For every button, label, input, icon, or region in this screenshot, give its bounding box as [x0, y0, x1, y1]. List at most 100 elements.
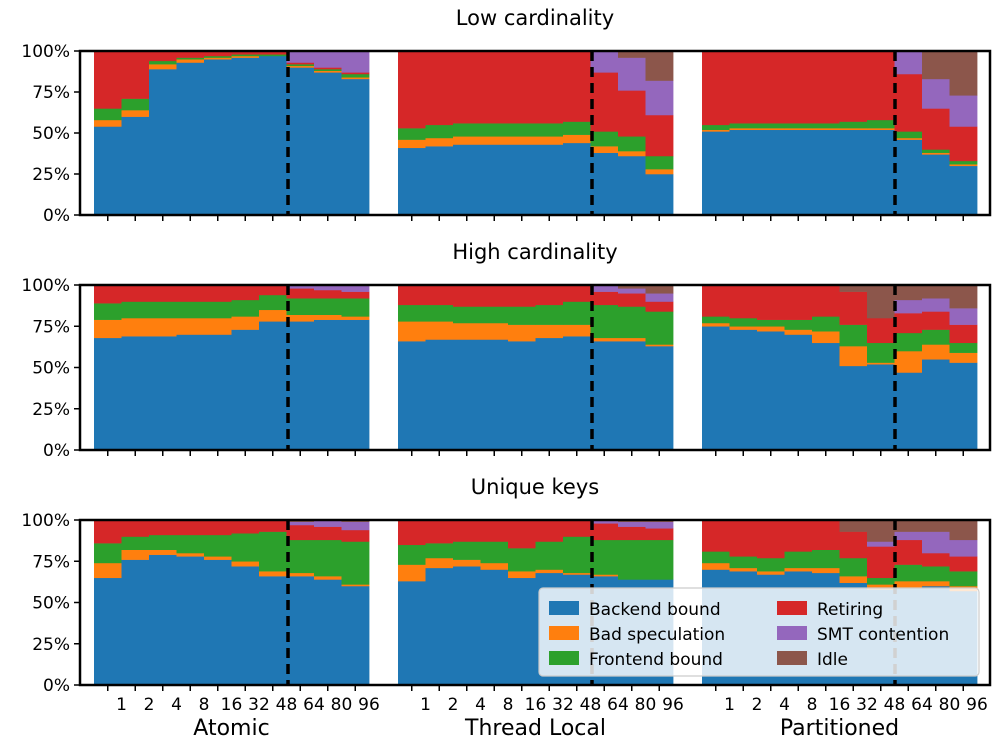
y-tick-label: 100% [21, 42, 70, 62]
x-tick-label: 48 [580, 695, 602, 715]
bar-segment-frontend-bound-32 [535, 541, 564, 570]
group-label-partitioned: Partitioned [780, 716, 899, 741]
bar-segment-retiring-80 [314, 67, 342, 70]
bar-segment-retiring-8 [480, 520, 509, 542]
bar-segment-bad-speculation-64 [286, 572, 315, 577]
bar-segment-backend-bound-2 [121, 559, 150, 686]
bar-segment-bad-speculation-80 [314, 314, 342, 320]
bar-segment-frontend-bound-48 [259, 531, 287, 572]
bar-segment-bad-speculation-2 [121, 549, 150, 560]
x-tick-label: 1 [420, 695, 431, 715]
bar-segment-bad-speculation-32 [535, 136, 564, 145]
bar-segment-frontend-bound-8 [784, 551, 813, 569]
bar-segment-frontend-bound-32 [231, 533, 260, 562]
bar-segment-retiring-2 [729, 520, 758, 557]
bar-segment-backend-bound-96 [949, 165, 978, 216]
bar-segment-retiring-80 [618, 526, 646, 541]
bar-segment-bad-speculation-4 [149, 64, 177, 70]
bar-segment-bad-speculation-16 [204, 57, 232, 60]
bar-segment-retiring-96 [949, 556, 978, 572]
bar-segment-backend-bound-1 [702, 326, 730, 451]
bar-segment-backend-bound-1 [398, 581, 426, 686]
y-tick-label: 25% [32, 165, 70, 185]
bar-segment-idle-64 [894, 520, 923, 532]
bar-segment-frontend-bound-16 [204, 55, 232, 58]
bar-segment-retiring-1 [702, 520, 730, 552]
bar-segment-smt-contention-64 [894, 531, 923, 541]
bar-segment-retiring-96 [645, 114, 674, 157]
legend-swatch-smt-contention [777, 626, 807, 640]
y-tick-label: 50% [32, 594, 70, 614]
x-tick-label: 2 [752, 695, 763, 715]
bar-segment-bad-speculation-8 [480, 322, 509, 340]
bar-segment-backend-bound-4 [453, 144, 481, 216]
bar-segment-retiring-96 [949, 126, 978, 162]
bar-segment-frontend-bound-96 [645, 311, 674, 345]
bar-segment-retiring-8 [784, 285, 813, 320]
bar-segment-smt-contention-64 [590, 285, 619, 292]
bar-segment-backend-bound-1 [94, 577, 122, 686]
bar-segment-idle-80 [618, 51, 646, 58]
bar-segment-backend-bound-80 [618, 155, 646, 216]
bar-segment-bad-speculation-48 [867, 128, 895, 131]
bar-segment-bad-speculation-4 [149, 549, 177, 555]
bar-segment-frontend-bound-4 [149, 534, 177, 550]
bar-segment-backend-bound-64 [894, 372, 923, 451]
bar-segment-bad-speculation-8 [784, 329, 813, 335]
bar-segment-backend-bound-80 [314, 72, 342, 216]
bar-segment-bad-speculation-64 [286, 314, 315, 322]
bar-segment-bad-speculation-64 [590, 337, 619, 342]
bar-segment-retiring-1 [94, 520, 122, 544]
bar-segment-retiring-2 [729, 51, 758, 124]
panel-high-cardinality: High cardinality 0% 25% 50% 75% 100% [21, 240, 992, 461]
bar-segment-retiring-2 [121, 51, 150, 99]
bar-segment-frontend-bound-1 [398, 128, 426, 140]
bar-segment-bad-speculation-2 [425, 321, 454, 340]
bar-segment-bad-speculation-96 [341, 584, 370, 587]
x-tick-label: 48 [276, 695, 298, 715]
bar-segment-smt-contention-96 [949, 95, 978, 127]
bar-segment-retiring-64 [286, 62, 315, 65]
bar-segment-frontend-bound-4 [453, 123, 481, 137]
bar-segment-retiring-80 [618, 293, 646, 307]
bar-segment-retiring-32 [839, 531, 868, 559]
bar-segment-retiring-80 [618, 90, 646, 137]
bar-segment-backend-bound-2 [729, 329, 758, 451]
bar-segment-smt-contention-64 [894, 299, 923, 314]
bar-segment-frontend-bound-32 [535, 304, 564, 325]
bar-segment-retiring-2 [121, 285, 150, 302]
bar-segment-backend-bound-2 [425, 146, 454, 216]
bar-segment-frontend-bound-8 [480, 541, 509, 564]
bar-segment-frontend-bound-1 [94, 108, 122, 121]
bar-segment-frontend-bound-48 [563, 121, 591, 135]
bar-segment-backend-bound-8 [480, 144, 509, 216]
bar-segment-bad-speculation-1 [398, 139, 426, 149]
bar-segment-smt-contention-64 [590, 51, 619, 73]
panel-title: Unique keys [471, 475, 599, 499]
x-tick-label: 1 [724, 695, 735, 715]
bar-segment-frontend-bound-4 [453, 541, 481, 560]
bar-segment-frontend-bound-64 [286, 539, 315, 574]
bar-segment-frontend-bound-16 [204, 534, 232, 557]
bar-segment-frontend-bound-1 [702, 551, 730, 564]
bar-segment-backend-bound-2 [121, 336, 150, 451]
bar-segment-frontend-bound-16 [508, 548, 536, 572]
bar-segment-retiring-32 [535, 520, 564, 542]
bar-segment-backend-bound-64 [590, 152, 619, 216]
bar-segment-retiring-64 [590, 72, 619, 132]
x-tick-label: 80 [635, 695, 657, 715]
bar-segment-backend-bound-64 [590, 341, 619, 451]
bar-segment-bad-speculation-96 [645, 344, 674, 347]
bar-segment-retiring-64 [894, 313, 923, 334]
bar-segment-frontend-bound-32 [839, 557, 868, 577]
y-tick-label: 0% [43, 441, 70, 461]
bar-segment-bad-speculation-80 [922, 344, 950, 360]
bar-segment-frontend-bound-2 [729, 556, 758, 569]
bar-segment-frontend-bound-8 [480, 123, 509, 137]
bar-group-atomic [94, 285, 370, 451]
legend-label-backend-bound: Backend bound [589, 600, 721, 620]
x-tick-label: 64 [607, 695, 629, 715]
bar-segment-idle-80 [618, 285, 646, 289]
bar-segment-backend-bound-2 [425, 339, 454, 451]
bar-segment-backend-bound-48 [867, 364, 895, 451]
